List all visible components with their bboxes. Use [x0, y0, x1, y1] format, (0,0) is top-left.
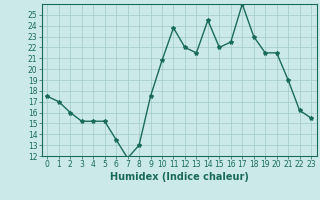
- X-axis label: Humidex (Indice chaleur): Humidex (Indice chaleur): [110, 172, 249, 182]
